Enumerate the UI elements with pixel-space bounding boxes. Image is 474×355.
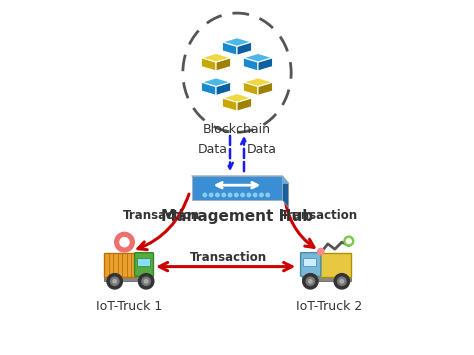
FancyBboxPatch shape (191, 176, 283, 200)
FancyBboxPatch shape (137, 258, 150, 266)
FancyBboxPatch shape (135, 253, 154, 277)
Text: Transaction: Transaction (123, 209, 201, 223)
Polygon shape (243, 53, 273, 62)
Circle shape (142, 277, 150, 285)
Polygon shape (237, 42, 252, 55)
Circle shape (120, 237, 129, 247)
FancyBboxPatch shape (301, 253, 321, 277)
Polygon shape (201, 82, 216, 95)
Circle shape (318, 248, 324, 255)
Polygon shape (201, 78, 231, 87)
Text: Blockchain: Blockchain (203, 122, 271, 136)
FancyBboxPatch shape (303, 258, 316, 266)
Circle shape (210, 193, 213, 197)
Polygon shape (201, 58, 216, 71)
Polygon shape (258, 82, 273, 95)
FancyBboxPatch shape (104, 275, 153, 280)
FancyBboxPatch shape (104, 253, 136, 277)
Text: Transaction: Transaction (190, 251, 267, 264)
Circle shape (113, 279, 117, 283)
Circle shape (266, 193, 270, 197)
Circle shape (216, 193, 219, 197)
Circle shape (247, 193, 251, 197)
Polygon shape (258, 58, 273, 71)
Polygon shape (216, 58, 231, 71)
Polygon shape (216, 82, 231, 95)
Polygon shape (201, 53, 231, 62)
Polygon shape (243, 82, 258, 95)
Circle shape (235, 193, 238, 197)
Text: Data: Data (246, 143, 276, 155)
Polygon shape (121, 246, 128, 252)
Polygon shape (222, 98, 237, 111)
Circle shape (203, 193, 207, 197)
Polygon shape (283, 176, 289, 208)
Text: IoT-Truck 2: IoT-Truck 2 (296, 300, 363, 313)
Circle shape (254, 193, 257, 197)
Polygon shape (191, 176, 289, 184)
Circle shape (344, 236, 354, 246)
FancyBboxPatch shape (301, 275, 351, 280)
Circle shape (260, 193, 263, 197)
Circle shape (334, 274, 349, 289)
Circle shape (222, 193, 226, 197)
Text: IoT-Truck 1: IoT-Truck 1 (96, 300, 162, 313)
Circle shape (306, 277, 315, 285)
Text: Data: Data (198, 143, 228, 155)
Polygon shape (222, 42, 237, 55)
Circle shape (145, 279, 148, 283)
Polygon shape (222, 94, 252, 102)
Polygon shape (243, 58, 258, 71)
Circle shape (107, 274, 122, 289)
Circle shape (346, 239, 351, 244)
Circle shape (309, 279, 312, 283)
Polygon shape (237, 98, 252, 111)
Polygon shape (222, 38, 252, 47)
Polygon shape (243, 78, 273, 87)
Circle shape (228, 193, 232, 197)
Circle shape (340, 279, 344, 283)
Circle shape (337, 277, 346, 285)
Circle shape (115, 233, 134, 252)
Text: Transaction: Transaction (281, 209, 358, 223)
Circle shape (138, 274, 154, 289)
Text: Management Hub: Management Hub (161, 209, 313, 224)
Circle shape (303, 274, 318, 289)
FancyBboxPatch shape (319, 253, 351, 277)
Circle shape (241, 193, 244, 197)
Circle shape (110, 277, 119, 285)
